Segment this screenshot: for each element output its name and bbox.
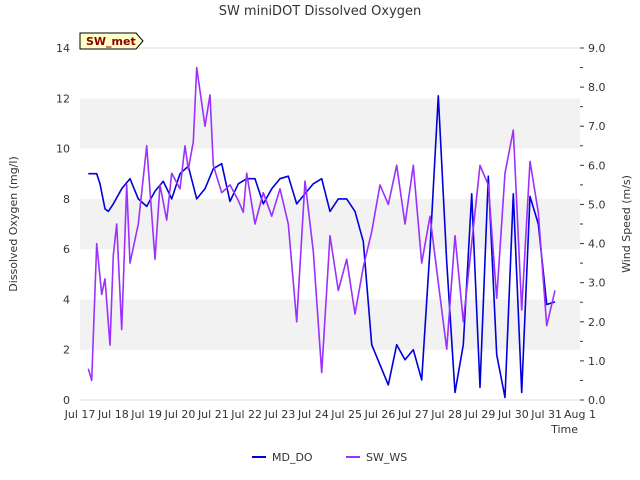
x-tick-label: Jul 29 xyxy=(464,408,496,421)
y-right-tick-label: 7.0 xyxy=(588,120,606,133)
x-tick-label: Jul 26 xyxy=(364,408,396,421)
y-left-tick-label: 2 xyxy=(63,344,70,357)
y-left-tick-label: 14 xyxy=(56,42,70,55)
y-right-tick-label: 5.0 xyxy=(588,198,606,211)
y-right-tick-label: 8.0 xyxy=(588,81,606,94)
y-right-tick-label: 0.0 xyxy=(588,394,606,407)
y-axis-left-label: Dissolved Oxygen (mg/l) xyxy=(7,156,20,291)
y-right-tick-label: 3.0 xyxy=(588,277,606,290)
y-axis-right-label: Wind Speed (m/s) xyxy=(620,175,633,273)
x-tick-label: Jul 18 xyxy=(97,408,129,421)
site-badge: SW_met xyxy=(79,32,144,50)
y-right-tick-label: 1.0 xyxy=(588,355,606,368)
background-band xyxy=(80,148,580,199)
x-tick-label: Jul 22 xyxy=(230,408,262,421)
y-right-tick-label: 4.0 xyxy=(588,238,606,251)
site-badge-label: SW_met xyxy=(86,35,136,48)
x-tick-label: Jul 28 xyxy=(430,408,462,421)
x-tick-label: Jul 31 xyxy=(530,408,562,421)
x-tick-label: Jul 20 xyxy=(164,408,196,421)
y-left-tick-label: 4 xyxy=(63,293,70,306)
x-axis-ticks: Jul 17 Jul 18 Jul 19 Jul 20 Jul 21 Jul 22 Jul … xyxy=(64,408,596,421)
x-tick-label: Aug 1 xyxy=(564,408,596,421)
background-band xyxy=(80,299,580,350)
x-tick-label: Jul 23 xyxy=(264,408,296,421)
x-tick-label: Jul 24 xyxy=(297,408,329,421)
y-right-tick-label: 2.0 xyxy=(588,316,606,329)
right-axis-ticks: 0.0 1.0 2.0 3.0 4.0 5.0 6.0 7.0 8.0 9.0 xyxy=(580,42,606,407)
y-left-tick-label: 0 xyxy=(63,394,70,407)
x-tick-label: Jul 17 xyxy=(64,408,96,421)
series-line-md-do xyxy=(88,95,556,399)
background-band xyxy=(80,98,580,149)
series-line-sw-ws xyxy=(87,66,556,382)
series-layer xyxy=(87,66,556,399)
background-bands xyxy=(80,47,580,401)
site-badge-shape xyxy=(79,32,144,50)
y-right-tick-label: 6.0 xyxy=(588,159,606,172)
x-tick-label: Jul 30 xyxy=(497,408,529,421)
y-left-tick-label: 6 xyxy=(63,243,70,256)
x-tick-label: Jul 27 xyxy=(397,408,429,421)
y-left-tick-label: 12 xyxy=(56,92,70,105)
legend-label-md-do: MD_DO xyxy=(272,451,313,464)
y-left-tick-label: 8 xyxy=(63,193,70,206)
left-axis-ticks: 0 2 4 6 8 10 12 14 xyxy=(56,42,70,407)
chart-title: SW miniDOT Dissolved Oxygen xyxy=(219,4,422,19)
x-axis-label: Time xyxy=(550,423,578,436)
x-tick-label: Jul 25 xyxy=(330,408,362,421)
background-band xyxy=(80,48,580,99)
x-tick-label: Jul 21 xyxy=(197,408,229,421)
x-tick-label: Jul 19 xyxy=(130,408,162,421)
legend-label-sw-ws: SW_WS xyxy=(366,451,407,464)
legend: MD_DO SW_WS xyxy=(252,451,407,464)
y-left-tick-label: 10 xyxy=(56,143,70,156)
y-right-tick-label: 9.0 xyxy=(588,42,606,55)
